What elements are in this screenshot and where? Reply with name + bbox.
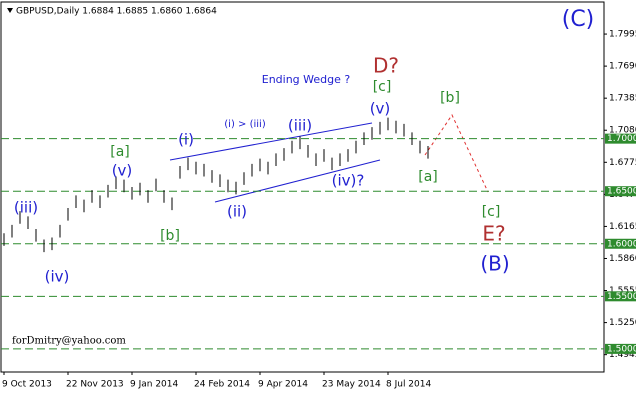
wave-label: [c] <box>373 79 392 95</box>
y-tick-label: 1.4945 <box>609 350 636 360</box>
level-label: 1.7000 <box>607 134 636 144</box>
level-label: 1.6000 <box>607 239 636 249</box>
wave-label: E? <box>482 222 505 246</box>
level-tag <box>605 343 636 354</box>
wave-label: [b] <box>440 90 460 106</box>
x-tick-label: 23 May 2014 <box>322 380 381 390</box>
level-tag <box>605 186 636 197</box>
wave-label: [a] <box>110 144 130 160</box>
y-tick-label: 1.6775 <box>609 158 636 168</box>
x-tick-label: 9 Apr 2014 <box>258 380 308 390</box>
wave-label: (C) <box>562 7 595 32</box>
wave-label: (iv)? <box>332 172 365 190</box>
wave-label: (v) <box>370 100 391 118</box>
y-tick-label: 1.6165 <box>609 222 636 232</box>
wave-label: (i) > (iii) <box>224 119 266 130</box>
wave-label: (v) <box>112 162 133 180</box>
wave-label: (iii) <box>288 117 312 135</box>
wave-label: [c] <box>482 204 501 220</box>
wedge-lower <box>214 159 381 203</box>
x-tick-label: 8 Jul 2014 <box>386 380 431 390</box>
plot-frame <box>0 1 605 373</box>
x-tick-label: 9 Oct 2013 <box>2 380 52 390</box>
level-label: 1.5000 <box>607 344 636 354</box>
wave-label: (ii) <box>227 203 247 221</box>
y-tick-label: 1.5555 <box>609 286 636 296</box>
wave-label: [b] <box>160 228 180 244</box>
wave-label: (iv) <box>45 268 70 286</box>
y-tick-label: 1.7995 <box>609 30 636 40</box>
wave-label: D? <box>373 54 399 78</box>
level-tag <box>605 238 636 249</box>
level-tag <box>605 133 636 144</box>
y-tick-label: 1.5860 <box>609 254 636 264</box>
menu-arrow <box>7 8 13 13</box>
x-tick-label: 22 Nov 2013 <box>66 380 124 390</box>
y-tick-label: 1.5250 <box>609 318 636 328</box>
wave-label: (B) <box>480 252 509 276</box>
x-tick-label: 9 Jan 2014 <box>130 380 178 390</box>
wave-label: [a] <box>418 169 438 185</box>
projection <box>424 113 489 193</box>
y-tick-label: 1.7385 <box>609 94 636 104</box>
wave-label: (iii) <box>14 199 38 217</box>
wave-label: Ending Wedge ? <box>262 73 351 86</box>
level-label: 1.5500 <box>607 292 636 302</box>
y-tick-label: 1.7690 <box>609 62 636 72</box>
level-tag <box>605 291 636 302</box>
y-tick-label: 1.7080 <box>609 126 636 136</box>
watermark: forDmitry@yahoo.com <box>12 336 126 347</box>
chart-title: GBPUSD,Daily 1.6884 1.6885 1.6860 1.6864 <box>16 7 217 17</box>
wedge-upper <box>169 122 373 161</box>
level-label: 1.6500 <box>607 187 636 197</box>
wave-label: (i) <box>178 131 194 149</box>
x-tick-label: 24 Feb 2014 <box>194 380 250 390</box>
